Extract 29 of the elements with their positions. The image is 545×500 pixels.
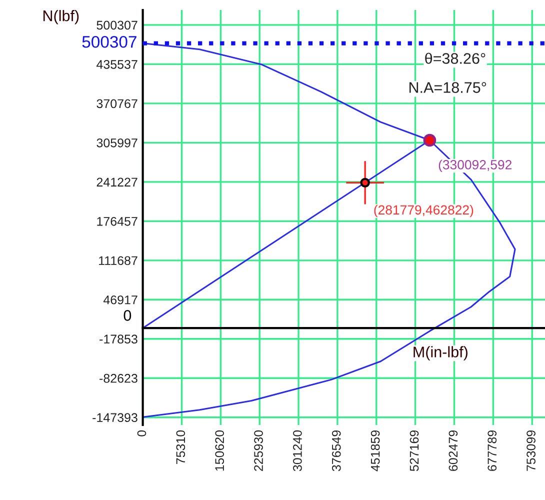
y-tick-label: 500307 (96, 20, 138, 30)
x-tick-label: 150620 (215, 430, 224, 471)
y-axis-title: N(lbf) (43, 10, 79, 24)
x-tick-label: 0 (137, 430, 146, 436)
x-tick-label: 527169 (410, 430, 419, 472)
x-tick-label: 753099 (526, 430, 536, 471)
y-tick-label: -17853 (100, 334, 138, 344)
x-tick-label: 451859 (370, 430, 380, 472)
x-tick-label: 225930 (254, 430, 263, 471)
y-tick-label: 241227 (96, 178, 138, 186)
annotation: 0 (124, 310, 132, 321)
y-tick-label: -82623 (100, 374, 138, 383)
annotation: θ=38.26° (425, 52, 486, 64)
x-tick-label: 75310 (176, 430, 186, 464)
y-tick-label: -147393 (92, 413, 138, 422)
y-tick-label: 111687 (99, 256, 138, 266)
annotation: (330092,592 (438, 160, 512, 172)
annotation: N.A=18.75° (410, 82, 486, 93)
annotation: (281779,462822) (374, 204, 474, 218)
y-tick-label: 305997 (96, 138, 138, 148)
y-tick-label: 435537 (96, 60, 138, 69)
x-axis-title: M(in-lbf) (414, 346, 468, 360)
y-tick-label: 46917 (103, 295, 138, 304)
x-tick-label: 376549 (332, 430, 341, 472)
x-tick-label: 602479 (448, 430, 458, 471)
x-tick-label: 677789 (488, 430, 497, 471)
x-tick-label: 301240 (293, 430, 302, 472)
y-tick-label: 176457 (97, 216, 138, 226)
y-tick-label: 370767 (96, 99, 138, 108)
